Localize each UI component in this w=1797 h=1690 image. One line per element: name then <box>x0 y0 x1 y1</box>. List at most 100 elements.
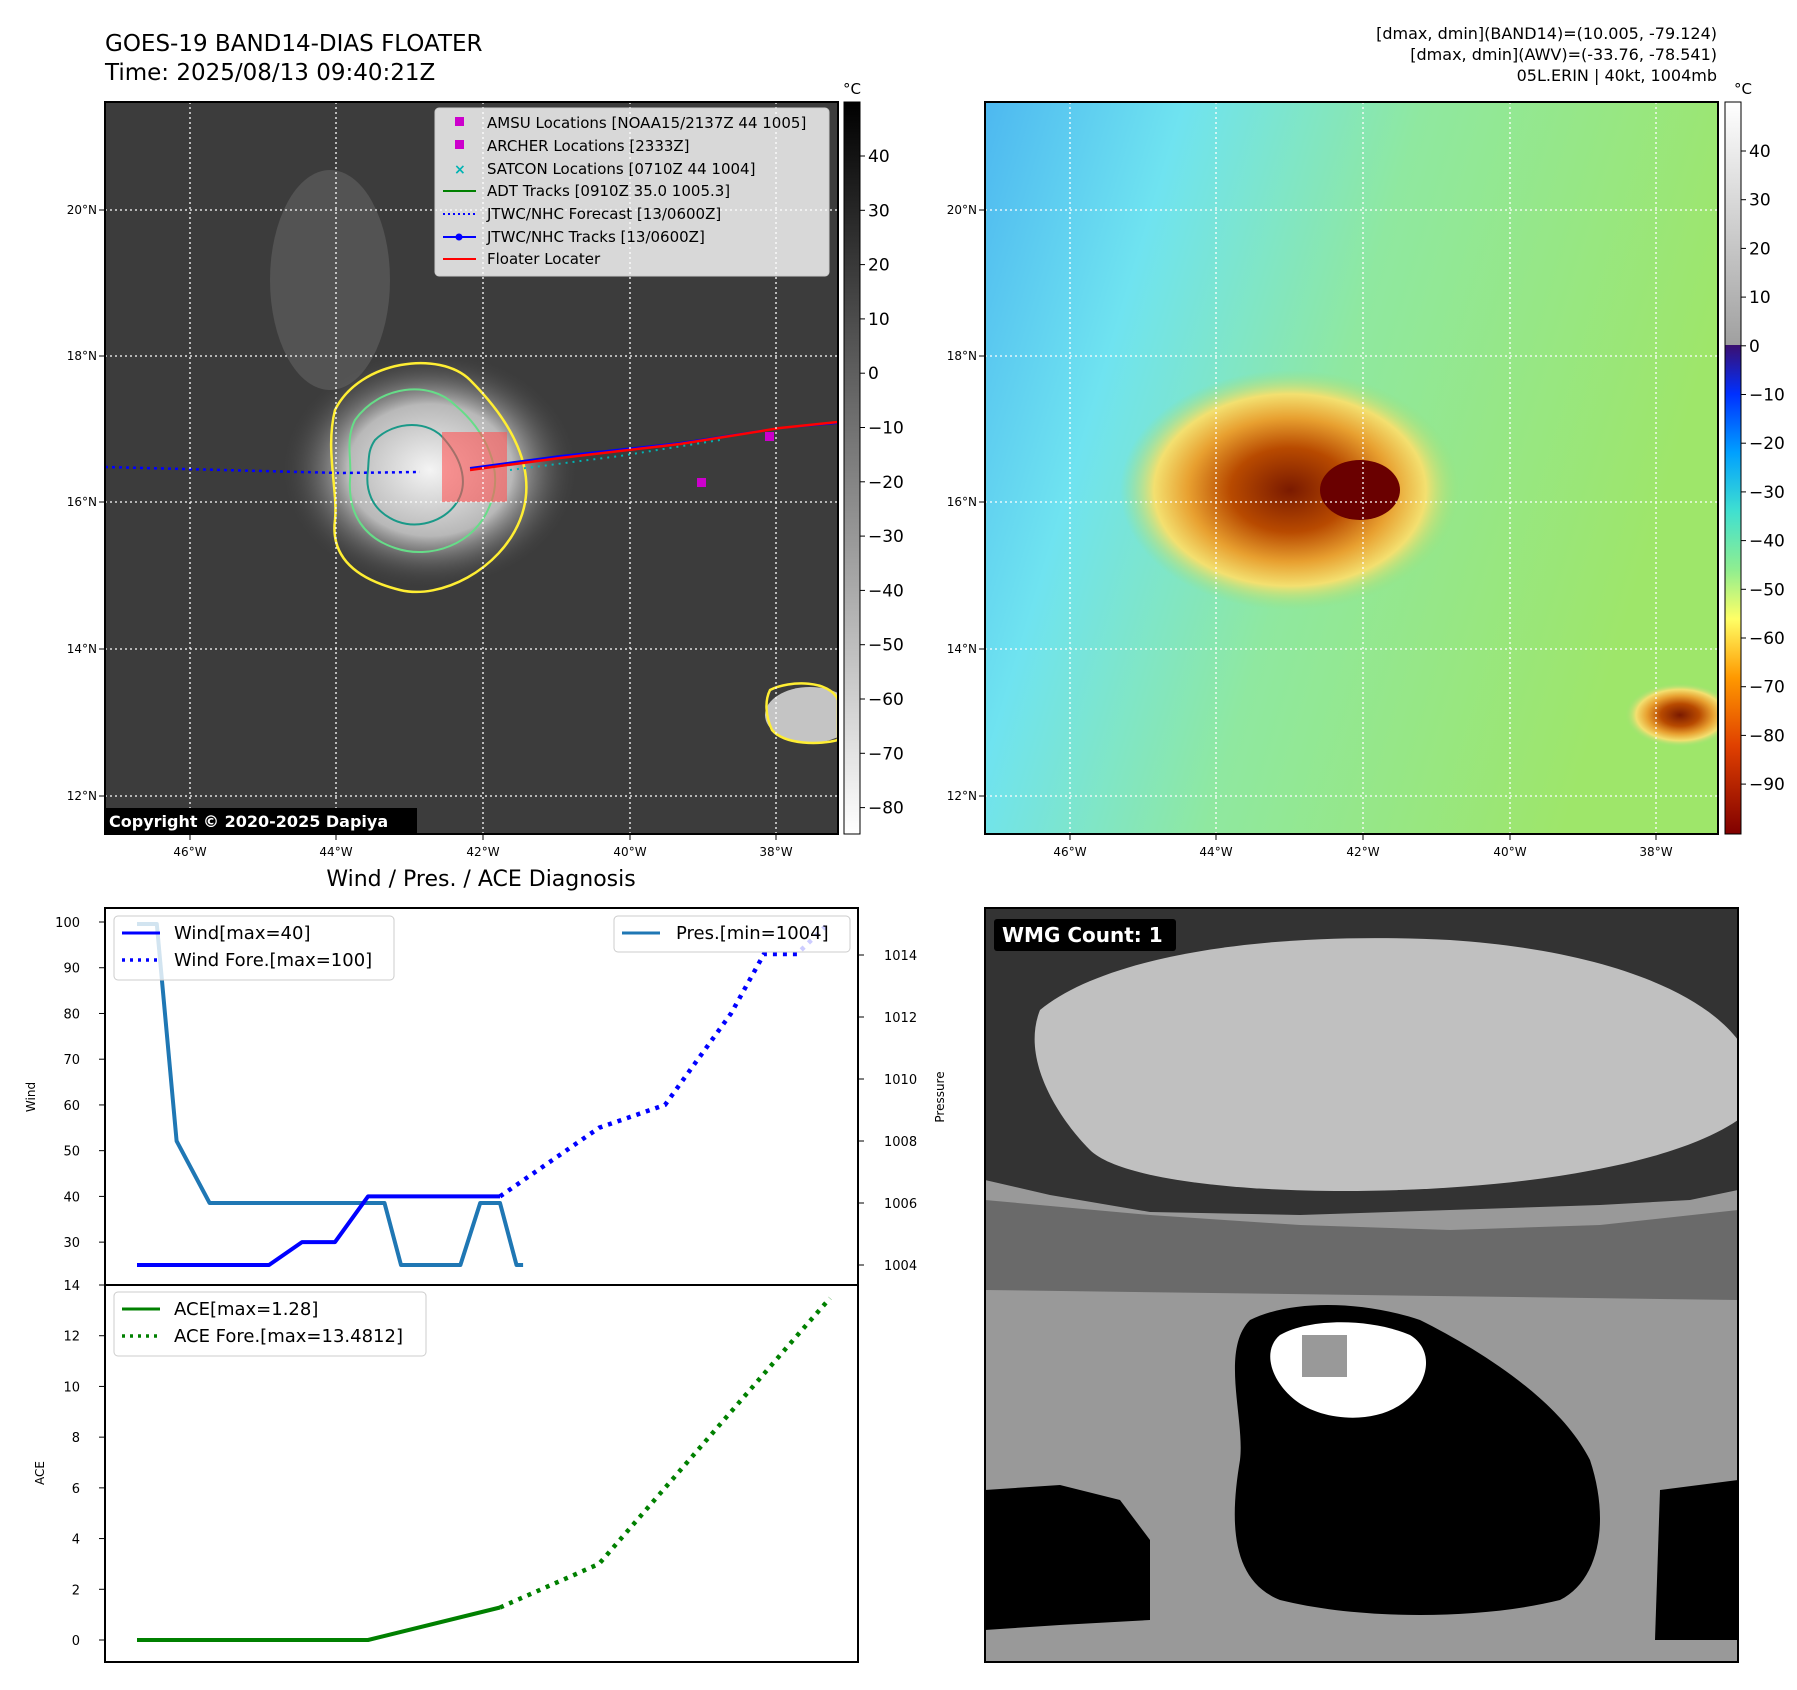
colorbar-tick-label: −50 <box>1749 580 1785 600</box>
wmg-panel: WMG Count: 1 <box>984 907 1739 1663</box>
wind-series-line <box>137 1194 500 1267</box>
lat-tick-label: 16°N <box>947 495 977 509</box>
pressure-tick-label: 1008 <box>884 1135 917 1150</box>
ir-cloud-shield <box>280 350 580 590</box>
satcon-track <box>509 439 721 471</box>
pressure-legend: Pres.[min=1004] <box>613 915 851 953</box>
colorbar-tick-label: −80 <box>1749 726 1785 746</box>
lat-tick-label: 18°N <box>67 349 97 363</box>
colorbar-tick-label: 30 <box>868 201 890 221</box>
ace-forecast-series-line <box>499 1296 832 1610</box>
colorbar-tick-label: 20 <box>1749 239 1771 259</box>
colorbar-tick-label: −40 <box>1749 532 1785 552</box>
wind-series-group <box>137 920 832 1267</box>
pressure-tick-label: 1014 <box>884 949 917 964</box>
lat-tick-label: 14°N <box>67 642 97 656</box>
legend-label-amsu: AMSU Locations [NOAA15/2137Z 44 1005] <box>487 114 806 132</box>
lon-tick-label: 38°W <box>1639 845 1672 859</box>
lon-tick-label: 42°W <box>466 845 499 859</box>
wmg-right-cloud <box>1655 1480 1738 1640</box>
lon-tick-label: 42°W <box>1346 845 1379 859</box>
copyright-badge <box>105 808 417 834</box>
lon-tick-label: 40°W <box>1493 845 1526 859</box>
legend-label-satcon: SATCON Locations [0710Z 44 1004] <box>487 160 755 178</box>
color-colorbar-upper <box>1725 102 1741 345</box>
colorbar-tick-label: −60 <box>1749 629 1785 649</box>
lon-tick-label: 38°W <box>759 845 792 859</box>
wind-tick-label: 30 <box>63 1236 80 1251</box>
wmg-count-badge <box>994 919 1176 951</box>
lon-tick-label: 44°W <box>1199 845 1232 859</box>
legend-pressure-label: Pres.[min=1004] <box>676 923 829 944</box>
wind-tick-label: 100 <box>55 916 80 931</box>
color-map-gridlines <box>985 102 1718 834</box>
legend-ace-forecast-label: ACE Fore.[max=13.4812] <box>174 1326 403 1347</box>
wind-tick-label: 90 <box>63 962 80 977</box>
ace-series-group <box>137 1296 832 1642</box>
colorbar-tick-label: 0 <box>1749 337 1760 357</box>
lat-tick-label: 20°N <box>67 203 97 217</box>
wmg-frame <box>984 907 1739 1663</box>
ace-axis-ticks: 0 2 4 6 8 10 12 14 <box>63 1279 105 1649</box>
legend-label-tracks: JTWC/NHC Tracks [13/0600Z] <box>486 228 705 246</box>
ace-series-line <box>137 1605 501 1642</box>
ir-contour-yellow-small <box>765 682 838 745</box>
ir-colorbar-ticks: 40 30 20 10 0 −10 −20 −30 −40 −50 −60 −70 −80 <box>860 147 904 819</box>
ir-map-legend: AMSU Locations [NOAA15/2137Z 44 1005] AR… <box>434 107 830 277</box>
jtwc-forecast-track <box>105 465 421 475</box>
ir-cloud-cell <box>765 687 838 743</box>
ace-tick-label: 10 <box>63 1380 80 1395</box>
copyright-text: Copyright © 2020-2025 Dapiya <box>109 812 388 831</box>
pressure-axis-label: Pressure <box>933 1071 947 1122</box>
ace-tick-label: 2 <box>72 1583 80 1598</box>
ace-legend: ACE[max=1.28] ACE Fore.[max=13.4812] <box>113 1291 427 1357</box>
colorbar-tick-label: −80 <box>868 799 904 819</box>
legend-marker-tracks-dot <box>455 233 463 241</box>
floater-locater-track <box>469 420 838 472</box>
ace-tick-label: 14 <box>63 1279 80 1294</box>
wmg-eye-core <box>1302 1335 1347 1377</box>
color-map-lat-ticks: 20°N 18°N 16°N 14°N 12°N <box>947 203 985 803</box>
info-line1: [dmax, dmin](BAND14)=(10.005, -79.124) <box>1376 24 1717 43</box>
ir-contour-teal <box>366 424 464 526</box>
colorbar-tick-label: −10 <box>1749 386 1785 406</box>
colorbar-tick-label: −30 <box>868 527 904 547</box>
chart-title: Wind / Pres. / ACE Diagnosis <box>326 867 635 892</box>
ir-contour-green <box>348 388 497 553</box>
wind-tick-label: 80 <box>63 1007 80 1022</box>
wind-legend: Wind[max=40] Wind Fore.[max=100] <box>113 915 395 981</box>
wmg-mid-gray-band <box>985 1200 1738 1300</box>
pressure-tick-label: 1004 <box>884 1259 917 1274</box>
figure-title-line2: Time: 2025/08/13 09:40:21Z <box>104 60 435 86</box>
colorbar-tick-label: −10 <box>868 419 904 439</box>
colorbar-tick-label: −70 <box>1749 678 1785 698</box>
colorbar-tick-label: −90 <box>1749 775 1785 795</box>
color-map-core <box>1320 460 1400 520</box>
color-map-cloud-shield <box>1120 370 1460 610</box>
wind-tick-label: 60 <box>63 1099 80 1114</box>
legend-ace-label: ACE[max=1.28] <box>174 1299 318 1320</box>
lon-tick-label: 44°W <box>319 845 352 859</box>
legend-marker-amsu <box>455 117 464 126</box>
ace-tick-label: 4 <box>72 1533 80 1548</box>
legend-wind-label: Wind[max=40] <box>174 923 311 944</box>
ace-axis-label: ACE <box>33 1461 47 1485</box>
legend-wind-forecast-label: Wind Fore.[max=100] <box>174 950 372 971</box>
legend-marker-archer <box>455 140 464 149</box>
color-colorbar-unit: °C <box>1734 80 1752 98</box>
figure-title-line1: GOES-19 BAND14-DIAS FLOATER <box>105 31 483 57</box>
ace-tick-label: 8 <box>72 1431 80 1446</box>
colorbar-tick-label: −20 <box>868 473 904 493</box>
ir-colorbar <box>843 101 861 835</box>
color-colorbar-lower <box>1725 345 1741 834</box>
legend-label-forecast: JTWC/NHC Forecast [13/0600Z] <box>486 205 721 223</box>
colorbar-tick-label: −30 <box>1749 483 1785 503</box>
ace-tick-label: 0 <box>72 1634 80 1649</box>
wind-axis-label: Wind <box>24 1082 38 1112</box>
lat-tick-label: 20°N <box>947 203 977 217</box>
wind-tick-label: 40 <box>63 1190 80 1205</box>
lat-tick-label: 12°N <box>67 789 97 803</box>
ir-cloud-band <box>270 170 390 390</box>
ace-tick-label: 6 <box>72 1482 80 1497</box>
lon-tick-label: 46°W <box>173 845 206 859</box>
